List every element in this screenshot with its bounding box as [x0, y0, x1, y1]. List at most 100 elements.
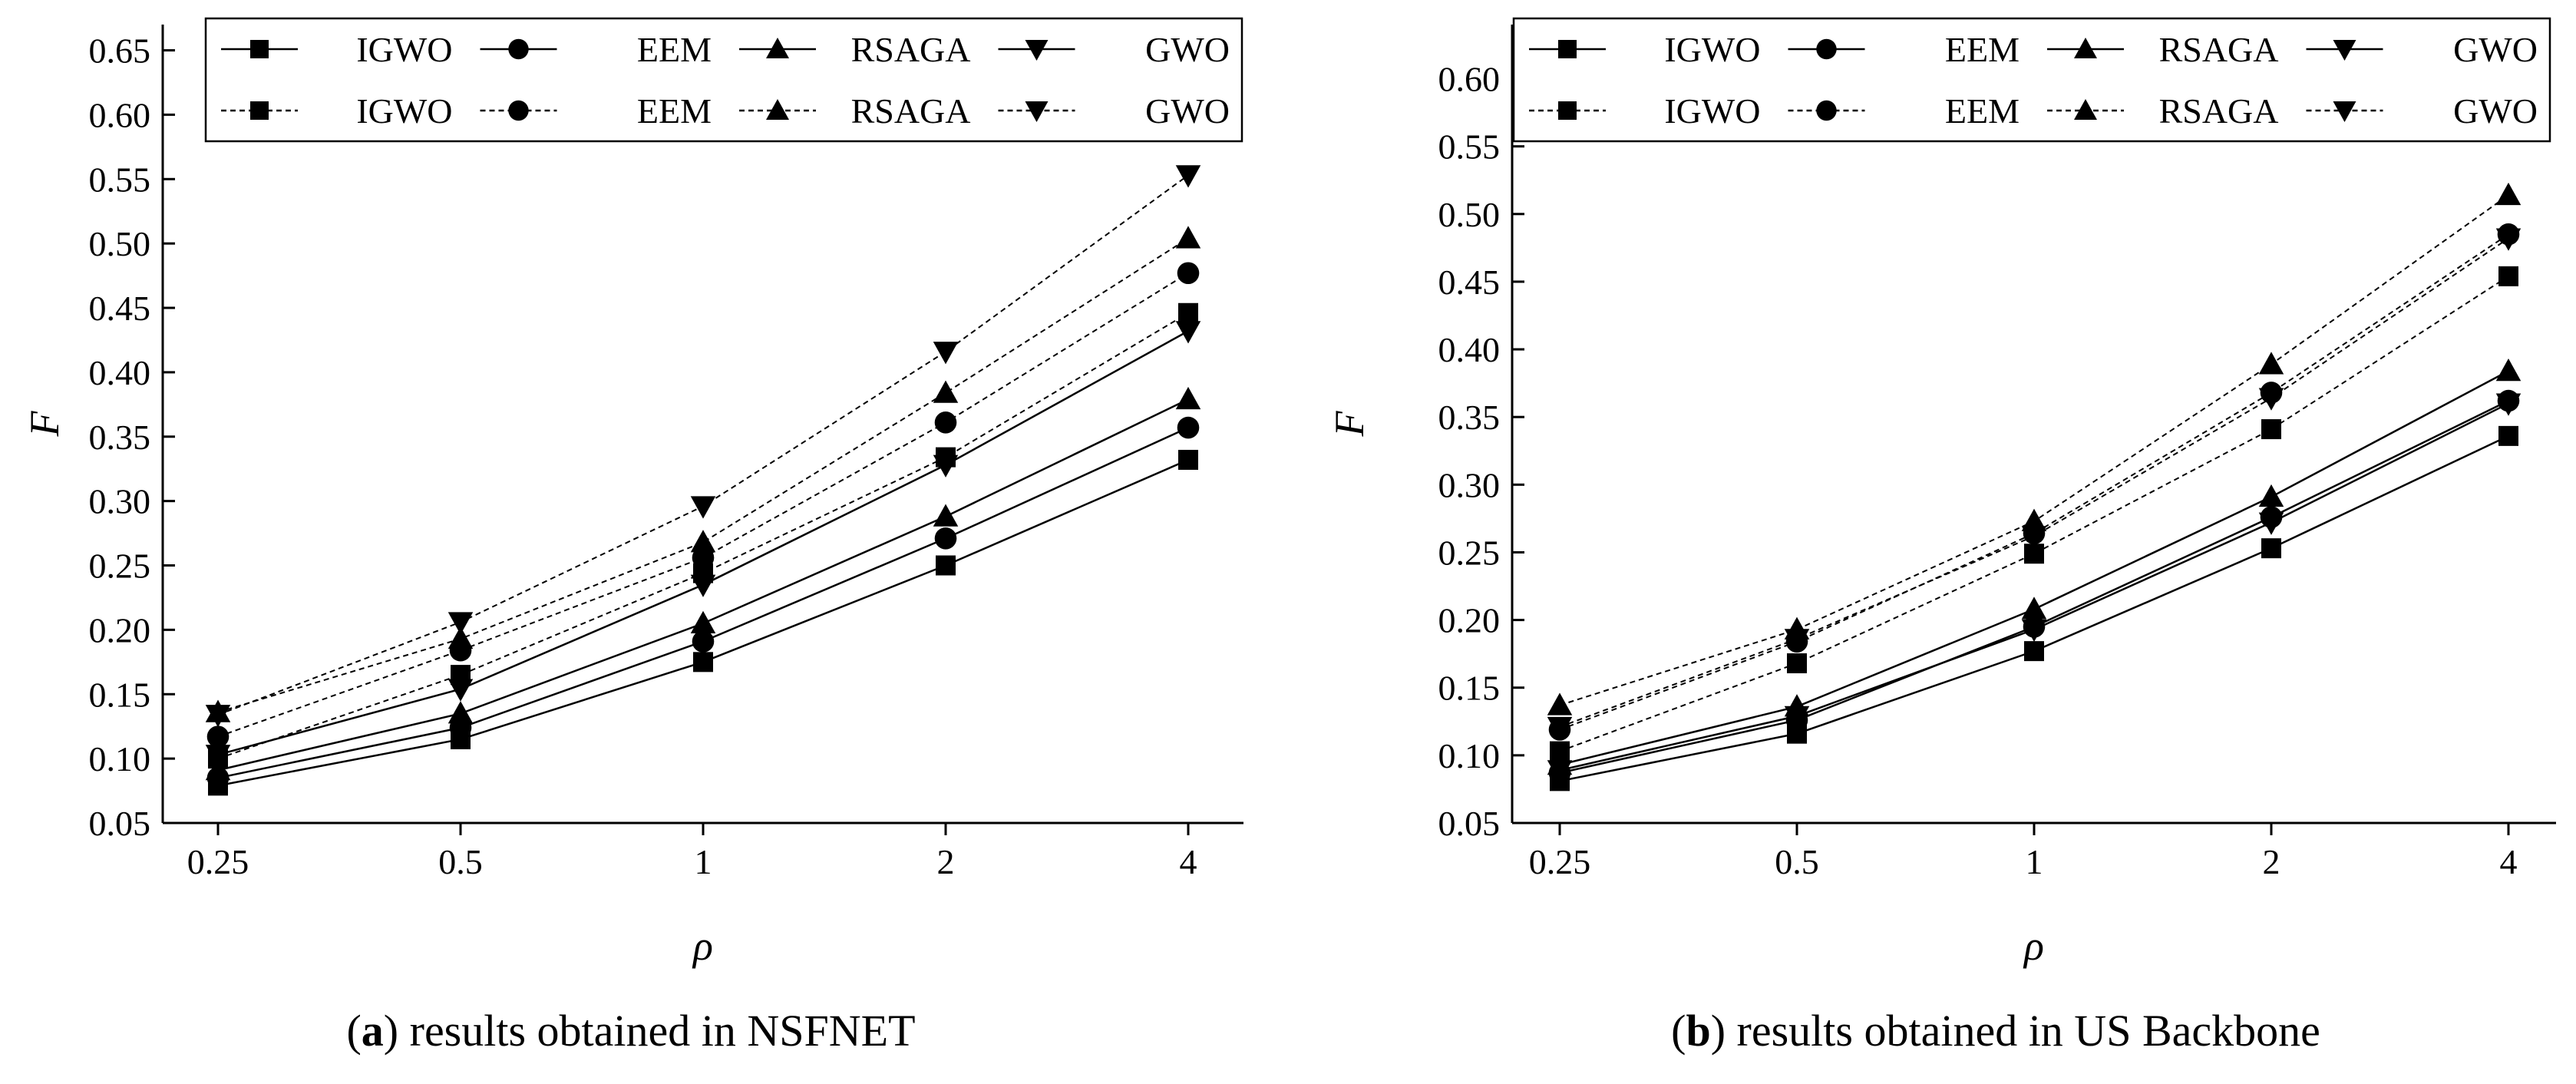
y-tick-label: 0.10 [1438, 736, 1501, 775]
series-rsaga-dashed [1547, 182, 2522, 716]
data-point-eem-dashed [206, 725, 230, 748]
legend-label: RSAGA [851, 91, 971, 131]
legend-label: EEM [637, 30, 712, 69]
data-point-rsaga-dashed [2021, 508, 2047, 531]
data-point-igwo-dashed [936, 447, 956, 468]
data-point-gwo-dashed [205, 705, 231, 728]
legend-marker-igwo [250, 40, 269, 58]
y-tick-label: 0.35 [1438, 398, 1501, 437]
caption-text: results obtained in NSFNET [410, 1006, 916, 1056]
data-point-rsaga-solid [205, 757, 231, 781]
legend-marker-gwo [2333, 40, 2356, 61]
legend-marker-eem [508, 100, 529, 121]
x-tick-label: 0.5 [438, 842, 483, 881]
y-tick-label: 0.55 [1438, 127, 1501, 167]
legend-entry-eem-dashed: EEM [1788, 91, 2020, 131]
y-axis-title: F [21, 411, 68, 438]
series-line-igwo-dashed [1559, 276, 2509, 752]
data-point-igwo-solid [2498, 425, 2518, 446]
legend-marker-gwo [1025, 101, 1049, 122]
legend-marker-gwo [2333, 101, 2356, 122]
caption-paren-open: ( [1671, 1006, 1686, 1056]
legend-label: IGWO [1664, 30, 1760, 69]
x-tick-label: 0.5 [1775, 842, 1819, 881]
legend-entry-igwo-solid: IGWO [221, 30, 453, 69]
x-tick-label: 0.25 [187, 842, 249, 881]
legend-label: RSAGA [851, 30, 971, 69]
data-point-igwo-solid [1178, 449, 1198, 470]
data-point-gwo-dashed [447, 612, 474, 635]
legend-entry-gwo-solid: GWO [2306, 30, 2538, 69]
series-igwo-solid [1550, 425, 2518, 792]
panel-b: 0.050.100.150.200.250.300.350.400.450.50… [1326, 17, 2556, 1056]
y-tick-label: 0.05 [1438, 804, 1501, 843]
data-point-rsaga-dashed [690, 530, 716, 553]
data-point-igwo-dashed [2261, 419, 2281, 440]
legend-label: GWO [1145, 30, 1230, 69]
legend-marker-gwo [1025, 40, 1049, 61]
y-tick-label: 0.15 [89, 675, 151, 714]
data-point-igwo-solid [2024, 641, 2044, 662]
series-line-gwo-solid [1559, 402, 2509, 772]
legend-marker-rsaga [766, 99, 789, 120]
legend-label: GWO [1145, 91, 1230, 131]
y-tick-label: 0.40 [89, 353, 151, 392]
legend-entry-gwo-dashed: GWO [998, 91, 1230, 131]
data-point-gwo-dashed [1547, 716, 1573, 740]
panel-a: 0.050.100.150.200.250.300.350.400.450.50… [21, 17, 1243, 1056]
legend: IGWO EEM RSAGA GWO IGWO EEM RSAGA GWO [204, 17, 1243, 143]
caption-panel-label: b [1686, 1006, 1710, 1056]
data-point-gwo-solid [2495, 393, 2522, 416]
legend-marker-eem [1816, 100, 1837, 121]
legend-label: EEM [1945, 91, 2020, 131]
data-point-rsaga-solid [2495, 359, 2522, 382]
y-tick-label: 0.45 [1438, 263, 1501, 302]
data-point-rsaga-solid [447, 701, 474, 724]
data-point-rsaga-dashed [933, 380, 959, 403]
y-tick-label: 0.35 [89, 418, 151, 457]
legend-entry-igwo-dashed: IGWO [1529, 91, 1761, 131]
legend-label: IGWO [1664, 91, 1760, 131]
legend-label: GWO [2453, 30, 2538, 69]
y-tick-label: 0.55 [89, 160, 151, 199]
series-line-eem-dashed [1559, 233, 2509, 731]
data-point-rsaga-dashed [2258, 352, 2284, 375]
data-point-eem-dashed [1177, 262, 1200, 285]
data-point-eem-solid [692, 630, 715, 653]
series-gwo-dashed [1547, 228, 2522, 740]
legend-entry-rsaga-solid: RSAGA [739, 30, 971, 69]
series-line-eem-solid [217, 426, 1189, 779]
legend-box [1512, 17, 2551, 143]
data-point-gwo-dashed [2021, 526, 2047, 549]
x-axis-title: ρ [2023, 923, 2044, 969]
data-point-eem-solid [1177, 416, 1200, 439]
x-tick-label: 2 [937, 842, 955, 881]
data-point-igwo-solid [2261, 538, 2281, 559]
y-tick-label: 0.50 [89, 224, 151, 263]
series-line-rsaga-solid [1559, 370, 2509, 766]
y-tick-label: 0.25 [1438, 533, 1501, 572]
legend-label: RSAGA [2159, 91, 2279, 131]
y-tick-label: 0.25 [89, 547, 151, 586]
series-igwo-dashed [1550, 266, 2518, 762]
data-point-gwo-dashed [1784, 629, 1810, 652]
legend-marker-rsaga [2074, 99, 2097, 120]
legend-marker-igwo [250, 101, 269, 120]
x-axis-title: ρ [692, 923, 713, 969]
data-point-gwo-dashed [2495, 228, 2522, 251]
x-tick-label: 4 [1180, 842, 1197, 881]
legend-entry-rsaga-dashed: RSAGA [739, 91, 971, 131]
data-point-gwo-dashed [933, 342, 959, 365]
caption-paren-open: ( [346, 1006, 361, 1056]
y-tick-label: 0.05 [89, 804, 151, 843]
data-point-rsaga-dashed [2495, 182, 2522, 206]
data-point-igwo-dashed [451, 665, 471, 686]
y-tick-label: 0.50 [1438, 195, 1501, 234]
panel-caption: (b) results obtained in US Backbone [1671, 1006, 2320, 1056]
legend-entry-eem-solid: EEM [1788, 30, 2020, 69]
data-point-igwo-solid [693, 652, 713, 673]
series-igwo-solid [208, 449, 1198, 796]
series-gwo-solid [1547, 393, 2522, 783]
data-point-gwo-dashed [690, 496, 716, 519]
data-point-rsaga-solid [933, 504, 959, 527]
